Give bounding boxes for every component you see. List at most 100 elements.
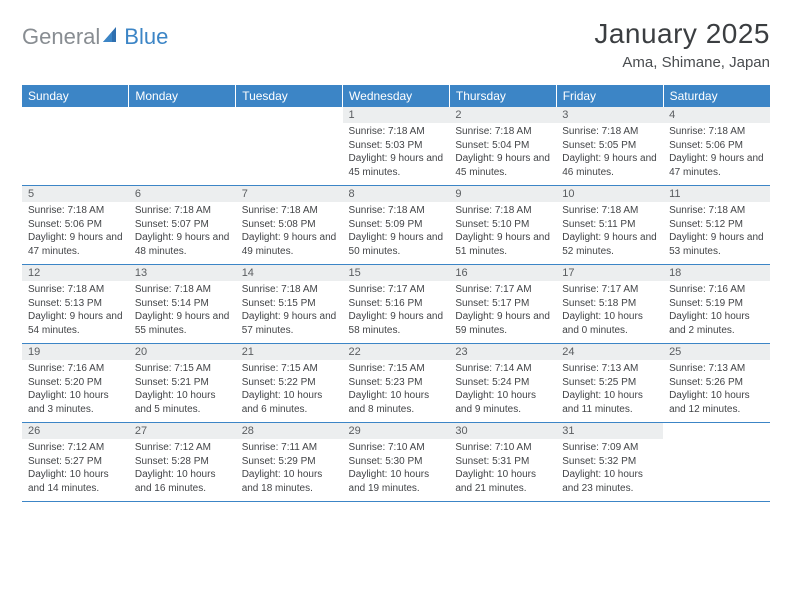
day-number-row: 262728293031 — [22, 423, 770, 439]
day-detail-cell: Sunrise: 7:18 AMSunset: 5:11 PMDaylight:… — [556, 202, 663, 265]
day-detail-cell — [22, 123, 129, 186]
day-detail-cell: Sunrise: 7:18 AMSunset: 5:06 PMDaylight:… — [663, 123, 770, 186]
day-detail-cell: Sunrise: 7:18 AMSunset: 5:15 PMDaylight:… — [236, 281, 343, 344]
day-detail-cell: Sunrise: 7:18 AMSunset: 5:03 PMDaylight:… — [343, 123, 450, 186]
day-number-cell: 7 — [236, 186, 343, 202]
day-detail-cell: Sunrise: 7:16 AMSunset: 5:19 PMDaylight:… — [663, 281, 770, 344]
day-number-cell: 5 — [22, 186, 129, 202]
bottom-rule — [22, 502, 770, 503]
day-detail-cell: Sunrise: 7:13 AMSunset: 5:26 PMDaylight:… — [663, 360, 770, 423]
day-detail-cell: Sunrise: 7:18 AMSunset: 5:04 PMDaylight:… — [449, 123, 556, 186]
logo-text-blue: Blue — [124, 24, 168, 50]
title-block: January 2025 Ama, Shimane, Japan — [594, 18, 770, 71]
calendar-table: Sunday Monday Tuesday Wednesday Thursday… — [22, 85, 770, 502]
logo-sail-icon — [102, 26, 122, 49]
day-detail-cell: Sunrise: 7:17 AMSunset: 5:18 PMDaylight:… — [556, 281, 663, 344]
day-detail-row: Sunrise: 7:18 AMSunset: 5:03 PMDaylight:… — [22, 123, 770, 186]
day-number-row: 1234 — [22, 107, 770, 123]
day-number-cell: 13 — [129, 265, 236, 281]
day-detail-cell — [129, 123, 236, 186]
day-detail-cell: Sunrise: 7:11 AMSunset: 5:29 PMDaylight:… — [236, 439, 343, 502]
day-number-cell — [22, 107, 129, 123]
day-number-cell: 17 — [556, 265, 663, 281]
day-detail-row: Sunrise: 7:12 AMSunset: 5:27 PMDaylight:… — [22, 439, 770, 502]
calendar-page: General Blue January 2025 Ama, Shimane, … — [0, 0, 792, 520]
day-detail-cell: Sunrise: 7:18 AMSunset: 5:06 PMDaylight:… — [22, 202, 129, 265]
day-detail-cell: Sunrise: 7:17 AMSunset: 5:17 PMDaylight:… — [449, 281, 556, 344]
day-detail-row: Sunrise: 7:16 AMSunset: 5:20 PMDaylight:… — [22, 360, 770, 423]
day-number-cell: 9 — [449, 186, 556, 202]
weekday-header: Tuesday — [236, 85, 343, 107]
month-title: January 2025 — [594, 18, 770, 50]
day-number-cell: 10 — [556, 186, 663, 202]
day-detail-row: Sunrise: 7:18 AMSunset: 5:06 PMDaylight:… — [22, 202, 770, 265]
day-detail-cell: Sunrise: 7:16 AMSunset: 5:20 PMDaylight:… — [22, 360, 129, 423]
weekday-header: Friday — [556, 85, 663, 107]
day-number-cell: 24 — [556, 344, 663, 360]
day-number-cell: 2 — [449, 107, 556, 123]
day-detail-cell: Sunrise: 7:18 AMSunset: 5:09 PMDaylight:… — [343, 202, 450, 265]
weekday-header: Thursday — [449, 85, 556, 107]
day-number-cell: 26 — [22, 423, 129, 439]
day-number-cell: 20 — [129, 344, 236, 360]
day-detail-cell: Sunrise: 7:15 AMSunset: 5:22 PMDaylight:… — [236, 360, 343, 423]
day-number-cell: 30 — [449, 423, 556, 439]
day-number-cell: 6 — [129, 186, 236, 202]
day-number-cell: 12 — [22, 265, 129, 281]
day-number-cell — [129, 107, 236, 123]
day-detail-cell: Sunrise: 7:17 AMSunset: 5:16 PMDaylight:… — [343, 281, 450, 344]
day-detail-cell: Sunrise: 7:18 AMSunset: 5:12 PMDaylight:… — [663, 202, 770, 265]
logo: General Blue — [22, 24, 168, 50]
day-number-row: 19202122232425 — [22, 344, 770, 360]
day-detail-cell — [236, 123, 343, 186]
weekday-header: Saturday — [663, 85, 770, 107]
day-detail-cell: Sunrise: 7:13 AMSunset: 5:25 PMDaylight:… — [556, 360, 663, 423]
day-number-cell: 15 — [343, 265, 450, 281]
day-number-cell: 29 — [343, 423, 450, 439]
day-number-cell: 14 — [236, 265, 343, 281]
page-header: General Blue January 2025 Ama, Shimane, … — [22, 18, 770, 71]
day-detail-cell: Sunrise: 7:18 AMSunset: 5:05 PMDaylight:… — [556, 123, 663, 186]
day-detail-cell: Sunrise: 7:18 AMSunset: 5:07 PMDaylight:… — [129, 202, 236, 265]
day-detail-cell: Sunrise: 7:18 AMSunset: 5:08 PMDaylight:… — [236, 202, 343, 265]
day-detail-cell: Sunrise: 7:14 AMSunset: 5:24 PMDaylight:… — [449, 360, 556, 423]
day-detail-cell: Sunrise: 7:12 AMSunset: 5:27 PMDaylight:… — [22, 439, 129, 502]
day-number-cell: 31 — [556, 423, 663, 439]
day-number-cell: 19 — [22, 344, 129, 360]
day-detail-cell: Sunrise: 7:15 AMSunset: 5:21 PMDaylight:… — [129, 360, 236, 423]
weekday-header: Wednesday — [343, 85, 450, 107]
weekday-header: Sunday — [22, 85, 129, 107]
location-subtitle: Ama, Shimane, Japan — [594, 54, 770, 71]
logo-text-general: General — [22, 24, 100, 50]
day-detail-cell: Sunrise: 7:15 AMSunset: 5:23 PMDaylight:… — [343, 360, 450, 423]
day-number-cell: 18 — [663, 265, 770, 281]
day-number-cell: 25 — [663, 344, 770, 360]
day-detail-cell: Sunrise: 7:18 AMSunset: 5:10 PMDaylight:… — [449, 202, 556, 265]
day-detail-cell: Sunrise: 7:18 AMSunset: 5:13 PMDaylight:… — [22, 281, 129, 344]
day-number-cell — [663, 423, 770, 439]
day-number-cell: 11 — [663, 186, 770, 202]
day-detail-cell: Sunrise: 7:09 AMSunset: 5:32 PMDaylight:… — [556, 439, 663, 502]
day-number-cell: 8 — [343, 186, 450, 202]
day-number-cell: 28 — [236, 423, 343, 439]
day-number-cell: 21 — [236, 344, 343, 360]
day-detail-cell: Sunrise: 7:18 AMSunset: 5:14 PMDaylight:… — [129, 281, 236, 344]
day-number-cell — [236, 107, 343, 123]
day-number-cell: 3 — [556, 107, 663, 123]
weekday-header-row: Sunday Monday Tuesday Wednesday Thursday… — [22, 85, 770, 107]
calendar-body: 1234Sunrise: 7:18 AMSunset: 5:03 PMDayli… — [22, 107, 770, 502]
day-number-cell: 27 — [129, 423, 236, 439]
day-number-cell: 1 — [343, 107, 450, 123]
day-number-cell: 4 — [663, 107, 770, 123]
day-number-row: 567891011 — [22, 186, 770, 202]
day-number-cell: 16 — [449, 265, 556, 281]
day-number-cell: 23 — [449, 344, 556, 360]
day-detail-cell: Sunrise: 7:12 AMSunset: 5:28 PMDaylight:… — [129, 439, 236, 502]
day-detail-cell — [663, 439, 770, 502]
day-number-cell: 22 — [343, 344, 450, 360]
day-detail-cell: Sunrise: 7:10 AMSunset: 5:31 PMDaylight:… — [449, 439, 556, 502]
weekday-header: Monday — [129, 85, 236, 107]
day-number-row: 12131415161718 — [22, 265, 770, 281]
day-detail-cell: Sunrise: 7:10 AMSunset: 5:30 PMDaylight:… — [343, 439, 450, 502]
day-detail-row: Sunrise: 7:18 AMSunset: 5:13 PMDaylight:… — [22, 281, 770, 344]
